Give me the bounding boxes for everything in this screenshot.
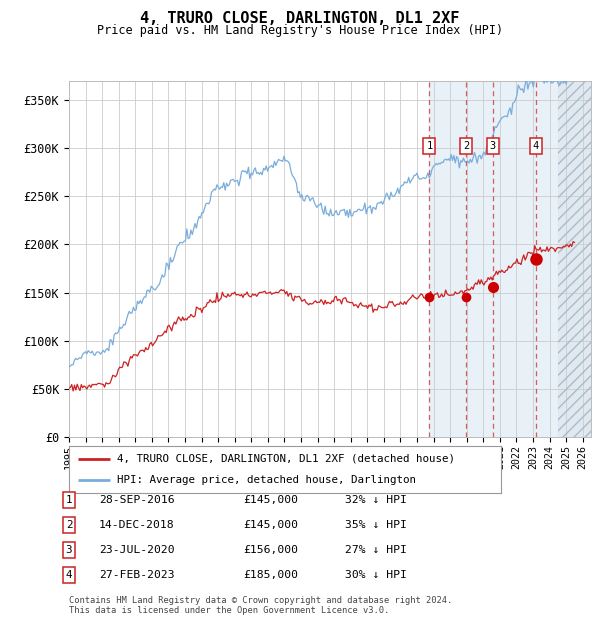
Text: 3: 3 bbox=[66, 545, 72, 555]
Text: 2: 2 bbox=[66, 520, 72, 530]
Text: 28-SEP-2016: 28-SEP-2016 bbox=[99, 495, 175, 505]
Text: 30% ↓ HPI: 30% ↓ HPI bbox=[345, 570, 407, 580]
Text: Price paid vs. HM Land Registry's House Price Index (HPI): Price paid vs. HM Land Registry's House … bbox=[97, 24, 503, 37]
Bar bbox=[558, 81, 591, 437]
Text: HPI: Average price, detached house, Darlington: HPI: Average price, detached house, Darl… bbox=[116, 476, 416, 485]
Bar bbox=[430, 81, 558, 437]
Text: £156,000: £156,000 bbox=[243, 545, 298, 555]
Text: Contains HM Land Registry data © Crown copyright and database right 2024.
This d: Contains HM Land Registry data © Crown c… bbox=[69, 596, 452, 615]
Text: 3: 3 bbox=[490, 141, 496, 151]
Text: 27-FEB-2023: 27-FEB-2023 bbox=[99, 570, 175, 580]
Text: 1: 1 bbox=[66, 495, 72, 505]
Text: £185,000: £185,000 bbox=[243, 570, 298, 580]
Text: 35% ↓ HPI: 35% ↓ HPI bbox=[345, 520, 407, 530]
Text: 4, TRURO CLOSE, DARLINGTON, DL1 2XF: 4, TRURO CLOSE, DARLINGTON, DL1 2XF bbox=[140, 11, 460, 25]
Text: 4, TRURO CLOSE, DARLINGTON, DL1 2XF (detached house): 4, TRURO CLOSE, DARLINGTON, DL1 2XF (det… bbox=[116, 454, 455, 464]
Text: 32% ↓ HPI: 32% ↓ HPI bbox=[345, 495, 407, 505]
Text: 23-JUL-2020: 23-JUL-2020 bbox=[99, 545, 175, 555]
Bar bbox=[558, 81, 591, 437]
Text: 4: 4 bbox=[533, 141, 539, 151]
Text: 14-DEC-2018: 14-DEC-2018 bbox=[99, 520, 175, 530]
Text: 1: 1 bbox=[427, 141, 433, 151]
Text: 4: 4 bbox=[66, 570, 72, 580]
Text: £145,000: £145,000 bbox=[243, 520, 298, 530]
Text: 2: 2 bbox=[463, 141, 469, 151]
Text: £145,000: £145,000 bbox=[243, 495, 298, 505]
Text: 27% ↓ HPI: 27% ↓ HPI bbox=[345, 545, 407, 555]
